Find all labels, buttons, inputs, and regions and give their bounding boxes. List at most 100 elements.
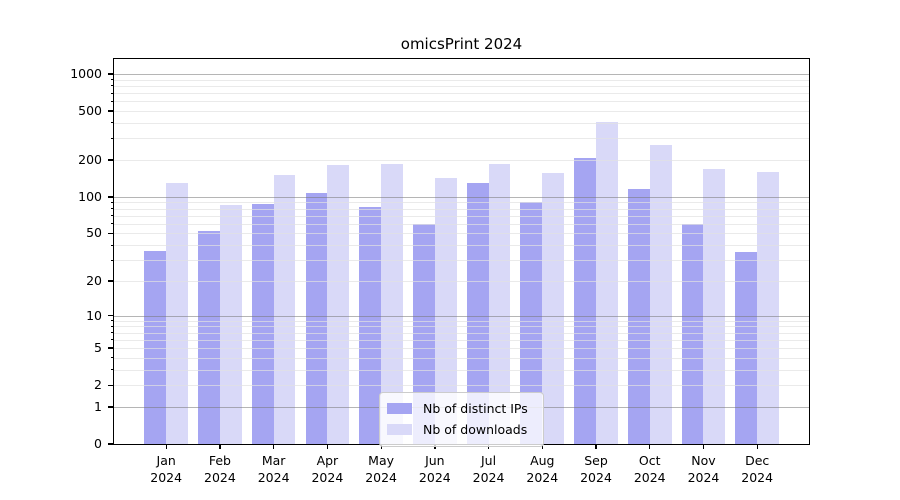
y-tick-mark <box>108 73 114 75</box>
plot-area <box>114 59 809 444</box>
legend-swatch-distinct-ips <box>387 403 412 414</box>
bar-downloads-nov <box>703 168 726 444</box>
legend-swatch-downloads <box>387 424 412 435</box>
gridline-minor <box>114 385 809 387</box>
gridline-minor <box>114 215 809 217</box>
gridline-minor <box>114 138 809 140</box>
y-tick-label: 2 <box>94 377 102 393</box>
bar-downloads-jun <box>434 178 457 444</box>
y-tick-label: 5 <box>94 340 102 356</box>
bar-downloads-mar <box>273 174 296 444</box>
gridline-minor <box>114 233 809 235</box>
y-minor-tick-mark <box>110 325 114 327</box>
bar-downloads-feb <box>219 204 242 444</box>
y-tick-mark <box>108 196 114 198</box>
bar-ips-jun <box>413 223 435 444</box>
y-tick-mark <box>108 384 114 386</box>
gridline-minor <box>114 111 809 113</box>
y-minor-tick-mark <box>110 332 114 334</box>
y-tick-mark <box>108 110 114 112</box>
x-tick-label: Mar 2024 <box>257 453 290 485</box>
gridline-minor <box>114 332 809 334</box>
gridline-minor <box>114 320 809 322</box>
y-minor-tick-mark <box>110 223 114 225</box>
gridline-minor <box>114 326 809 328</box>
legend-label-downloads: Nb of downloads <box>423 422 528 437</box>
x-tick-mark <box>756 444 758 449</box>
y-tick-label: 10 <box>86 307 102 323</box>
legend-item-downloads: Nb of downloads <box>387 419 535 440</box>
y-minor-tick-mark <box>110 215 114 217</box>
x-tick-label: Aug 2024 <box>526 453 559 485</box>
bar-downloads-oct <box>649 144 672 444</box>
bar-ips-nov <box>681 223 704 444</box>
y-tick-label: 20 <box>86 272 102 288</box>
y-minor-tick-mark <box>110 208 114 210</box>
y-tick-label: 200 <box>78 151 102 167</box>
y-minor-tick-mark <box>110 92 114 94</box>
x-tick-mark <box>649 444 651 449</box>
x-tick-label: Feb 2024 <box>204 453 236 485</box>
y-tick-label: 1000 <box>70 65 102 81</box>
gridline-minor <box>114 280 809 282</box>
y-minor-tick-mark <box>110 244 114 246</box>
bar-ips-apr <box>305 192 328 444</box>
x-tick-label: May 2024 <box>365 453 397 485</box>
gridline-minor <box>114 202 809 204</box>
y-minor-tick-mark <box>110 357 114 359</box>
gridline-minor <box>114 357 809 359</box>
gridline-minor <box>114 93 809 95</box>
gridline-minor <box>114 369 809 371</box>
y-minor-tick-mark <box>110 369 114 371</box>
x-tick-mark <box>219 444 221 449</box>
y-tick-label: 1 <box>94 398 102 414</box>
x-tick-label: Apr 2024 <box>311 453 344 485</box>
chart-title: omicsPrint 2024 <box>400 35 523 53</box>
x-tick-label: Nov 2024 <box>687 453 720 485</box>
y-minor-tick-mark <box>110 339 114 341</box>
bar-ips-aug <box>520 201 543 444</box>
gridline-major <box>114 315 809 317</box>
gridline-minor <box>114 339 809 341</box>
y-minor-tick-mark <box>110 259 114 261</box>
y-tick-mark <box>108 232 114 235</box>
y-minor-tick-mark <box>110 137 114 139</box>
x-tick-mark <box>165 444 167 449</box>
y-tick-mark <box>108 443 114 445</box>
bar-downloads-dec <box>757 171 779 444</box>
gridline-minor <box>114 223 809 225</box>
x-tick-label: Oct 2024 <box>633 453 666 485</box>
x-tick-label: Jun 2024 <box>418 453 451 485</box>
x-tick-label: Sep 2024 <box>580 453 612 485</box>
y-minor-tick-mark <box>110 79 114 81</box>
legend-label-distinct-ips: Nb of distinct IPs <box>423 401 528 416</box>
y-tick-mark <box>108 159 114 161</box>
bar-downloads-aug <box>542 172 565 444</box>
bar-ips-sep <box>574 158 596 444</box>
legend-item-distinct-ips: Nb of distinct IPs <box>387 398 535 419</box>
y-minor-tick-mark <box>110 100 114 102</box>
gridline-minor <box>114 122 809 124</box>
gridline-minor <box>114 208 809 210</box>
bar-downloads-jan <box>166 182 188 444</box>
y-tick-label: 0 <box>94 436 102 451</box>
gridline-major <box>114 73 809 75</box>
legend: Nb of distinct IPs Nb of downloads <box>379 392 544 447</box>
gridline-minor <box>114 245 809 247</box>
x-tick-mark <box>702 444 705 449</box>
gridline-minor <box>114 79 809 81</box>
y-tick-label: 50 <box>86 225 102 241</box>
bar-downloads-apr <box>327 165 350 444</box>
y-tick-mark <box>108 280 114 282</box>
gridline-minor <box>114 348 809 350</box>
y-tick-mark <box>108 406 114 408</box>
bar-ips-jul <box>466 182 489 444</box>
gridline-minor <box>114 159 809 161</box>
y-tick-label: 100 <box>78 188 102 204</box>
x-tick-mark <box>273 444 275 449</box>
y-minor-tick-mark <box>110 201 114 203</box>
bar-downloads-sep <box>596 121 618 444</box>
x-tick-mark <box>595 444 597 449</box>
y-minor-tick-mark <box>110 85 114 87</box>
